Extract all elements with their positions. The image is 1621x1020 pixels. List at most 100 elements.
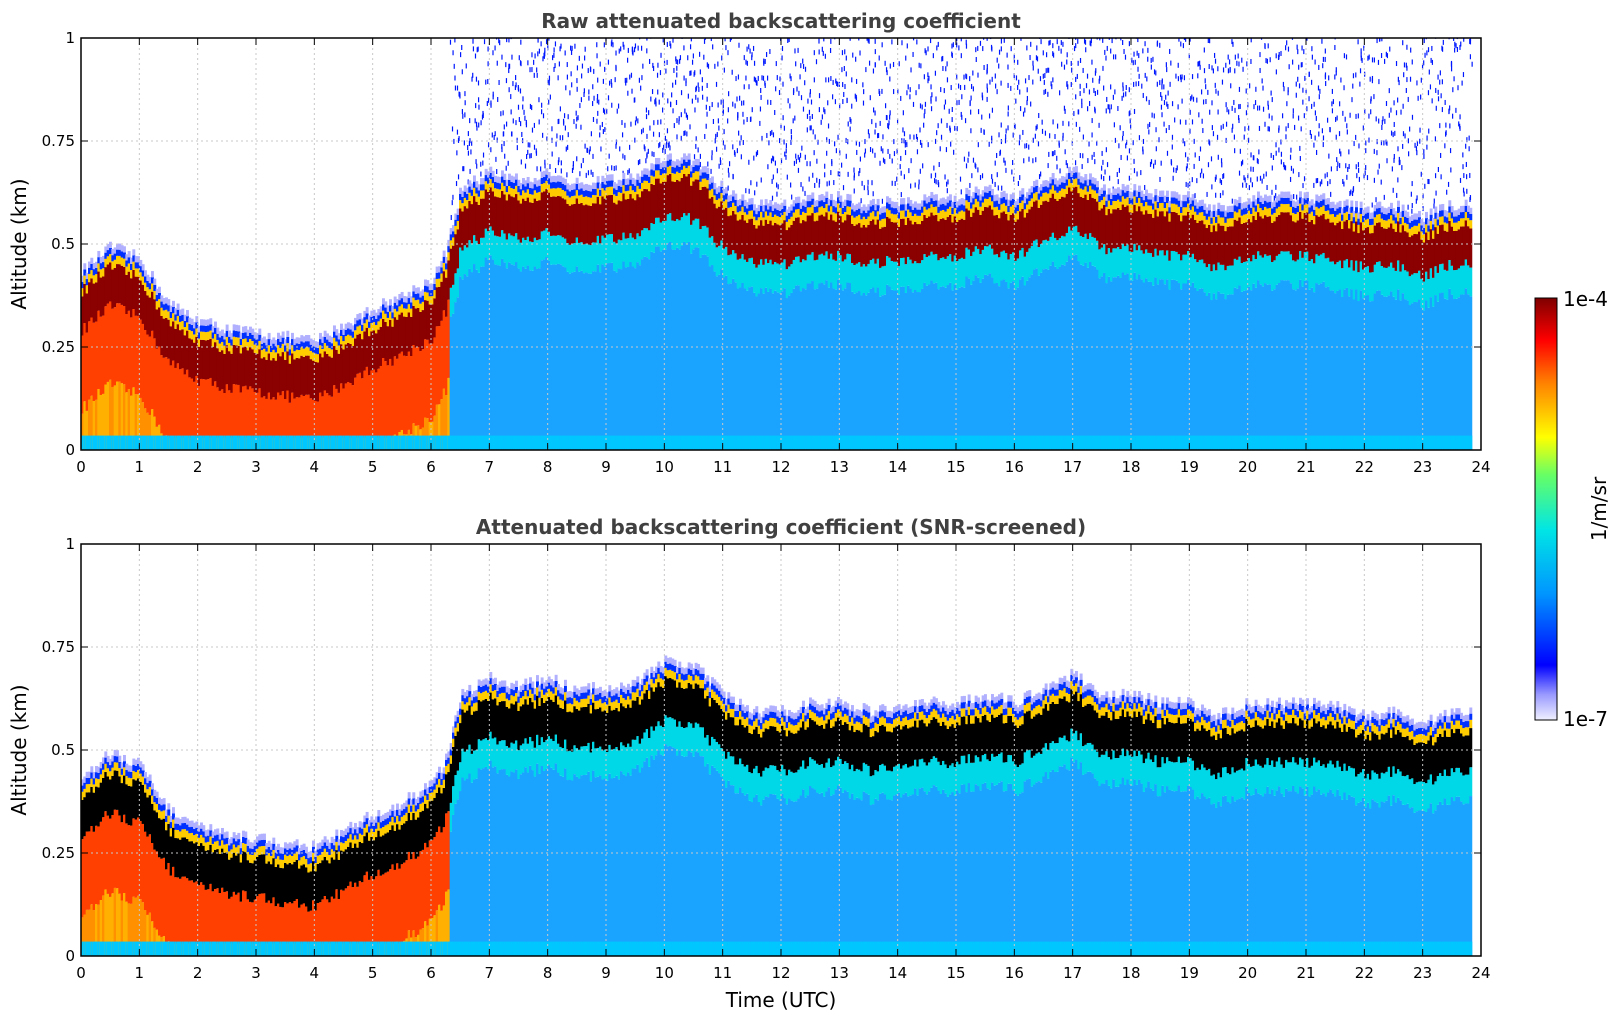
heatmap-cell [181, 320, 185, 330]
noise-speck [588, 95, 590, 101]
noise-speck [1180, 77, 1182, 83]
heatmap-cell [974, 198, 978, 208]
heatmap-cell [575, 190, 579, 199]
heatmap-cell [743, 199, 747, 207]
heatmap-cell [99, 435, 103, 450]
heatmap-cell [356, 373, 360, 438]
noise-speck [815, 59, 818, 65]
heatmap-cell [799, 435, 803, 450]
heatmap-cell [1035, 435, 1039, 450]
heatmap-cell [753, 435, 756, 450]
heatmap-cell [442, 262, 446, 272]
heatmap-cell [624, 199, 628, 239]
heatmap-cell [818, 215, 822, 255]
heatmap-cell [244, 332, 248, 339]
heatmap-cell [832, 206, 836, 213]
heatmap-cell [169, 326, 173, 366]
heatmap-cell [265, 345, 269, 352]
noise-speck [536, 67, 538, 73]
noise-speck [702, 94, 704, 100]
heatmap-cell [722, 201, 726, 210]
heatmap-cell [144, 330, 147, 409]
heatmap-cell [1098, 249, 1102, 279]
heatmap-cell [867, 204, 871, 211]
heatmap-cell [876, 211, 880, 220]
heatmap-cell [904, 264, 908, 293]
heatmap-cell [741, 254, 745, 283]
heatmap-cell [993, 283, 997, 450]
heatmap-cell [627, 190, 630, 199]
heatmap-cell [967, 189, 971, 196]
heatmap-cell [547, 178, 551, 185]
heatmap-cell [1049, 189, 1053, 198]
heatmap-cell [538, 185, 542, 192]
heatmap-cell [580, 182, 584, 189]
noise-speck [633, 97, 635, 103]
heatmap-cell [1054, 237, 1057, 267]
heatmap-cell [981, 196, 985, 203]
heatmap-cell [953, 208, 957, 217]
noise-speck [827, 123, 830, 129]
heatmap-cell [988, 197, 992, 206]
noise-speck [1149, 26, 1150, 31]
heatmap-cell [608, 263, 612, 450]
noise-speck [841, 67, 843, 73]
heatmap-cell [599, 195, 602, 205]
heatmap-cell [1049, 265, 1053, 450]
heatmap-cell [316, 341, 320, 349]
heatmap-cell [239, 435, 243, 450]
heatmap-cell [900, 198, 903, 205]
noise-speck [508, 63, 510, 69]
heatmap-cell [494, 175, 497, 182]
heatmap-cell [713, 203, 717, 243]
heatmap-cell [239, 332, 243, 339]
heatmap-cell [1061, 182, 1064, 189]
heatmap-cell [827, 258, 831, 288]
heatmap-cell [1201, 199, 1204, 206]
noise-speck [1110, 84, 1112, 90]
heatmap-cell [939, 204, 943, 211]
noise-speck [934, 138, 937, 144]
heatmap-cell [872, 198, 875, 206]
heatmap-cell [433, 277, 437, 284]
noise-speck [645, 107, 648, 113]
heatmap-cell [461, 250, 465, 280]
heatmap-cell [302, 336, 306, 343]
heatmap-cell [823, 208, 826, 217]
heatmap-cell [445, 435, 448, 450]
heatmap-cell [1068, 226, 1071, 256]
noise-speck [490, 147, 492, 153]
heatmap-cell [671, 181, 675, 221]
noise-speck [947, 179, 949, 185]
heatmap-cell [202, 325, 206, 332]
noise-speck [553, 52, 555, 58]
heatmap-cell [578, 195, 581, 204]
heatmap-cell [1100, 276, 1104, 450]
noise-speck [877, 132, 880, 138]
heatmap-cell [1072, 187, 1076, 227]
noise-speck [490, 30, 491, 35]
heatmap-cell [141, 276, 145, 285]
heatmap-cell [382, 304, 385, 311]
heatmap-cell [895, 435, 899, 450]
heatmap-cell [1084, 180, 1088, 187]
heatmap-cell [489, 435, 493, 450]
noise-speck [767, 164, 769, 170]
noise-speck [999, 150, 1001, 156]
noise-speck [464, 100, 466, 106]
heatmap-cell [622, 185, 626, 194]
heatmap-cell [263, 357, 266, 397]
heatmap-cell [811, 435, 815, 450]
heatmap-cell [1065, 185, 1069, 194]
heatmap-cell [176, 303, 180, 310]
heatmap-cell [911, 216, 915, 225]
heatmap-cell [463, 197, 467, 207]
heatmap-cell [1175, 435, 1179, 450]
heatmap-cell [389, 358, 392, 438]
heatmap-cell [330, 396, 334, 438]
heatmap-cell [489, 172, 493, 180]
heatmap-cell [270, 360, 273, 400]
noise-speck [757, 75, 759, 81]
heatmap-cell [713, 271, 717, 450]
heatmap-cell [706, 188, 710, 228]
